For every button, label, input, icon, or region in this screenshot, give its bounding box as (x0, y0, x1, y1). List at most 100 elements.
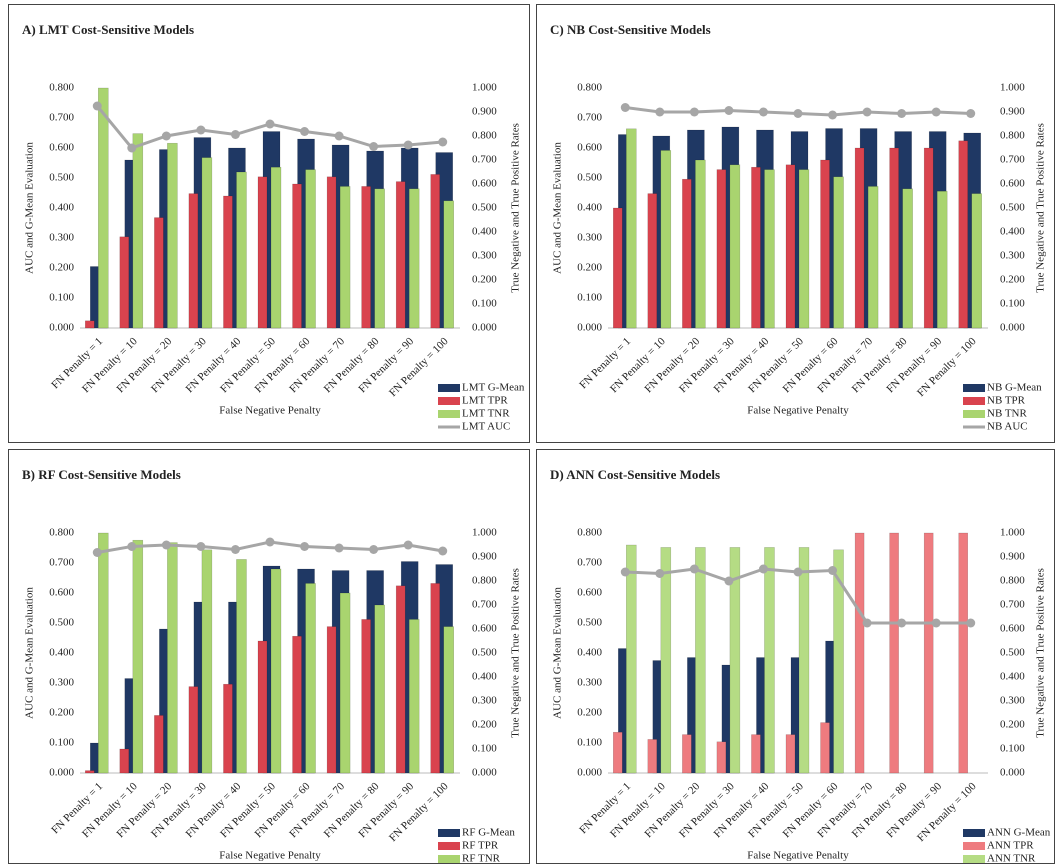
bar (729, 164, 741, 329)
bar (188, 193, 199, 329)
bar (820, 722, 830, 774)
line-marker (161, 131, 171, 141)
legend-label: LMT TNR (462, 408, 510, 420)
line-marker (438, 137, 448, 147)
bar (430, 174, 440, 329)
bar (305, 583, 316, 774)
bar (729, 547, 741, 774)
bar (167, 542, 178, 774)
legend-swatch (438, 829, 460, 837)
y-tick-label: 0.500 (577, 617, 602, 629)
line-marker (724, 576, 734, 586)
bar (660, 547, 672, 774)
line-marker (230, 545, 240, 554)
legend-swatch (438, 410, 460, 418)
chart-panel: B) RF Cost-Sensitive Models 0.000 0.100 0.2… (8, 449, 530, 864)
legend-label: ANN TNR (987, 853, 1036, 864)
y2-tick-label: 0.800 (1000, 130, 1025, 142)
y2-tick-label: 0.800 (1000, 575, 1025, 587)
bar (716, 169, 727, 329)
y-tick-label: 0.300 (49, 677, 74, 689)
y2-axis-label: True Negative and True Positive Rates (1035, 568, 1047, 738)
x-axis-label: False Negative Penalty (747, 850, 849, 862)
bar (326, 176, 337, 329)
y-tick-label: 0.400 (49, 647, 74, 659)
y2-axis-label: True Negative and True Positive Rates (1035, 123, 1047, 293)
bar (923, 532, 934, 774)
bar (889, 532, 899, 774)
x-axis-label: False Negative Penalty (219, 405, 321, 417)
line-marker (300, 127, 310, 136)
legend-swatch (438, 384, 460, 392)
bar (223, 683, 233, 774)
bar (374, 604, 385, 774)
y-tick-label: 0.800 (49, 82, 74, 94)
bar (395, 585, 406, 774)
bar (764, 547, 775, 774)
y2-tick-label: 0.800 (472, 575, 497, 587)
bar (647, 193, 658, 329)
y-tick-label: 0.800 (577, 82, 602, 94)
x-axis-label: False Negative Penalty (747, 405, 849, 417)
y2-tick-label: 0.300 (1000, 695, 1025, 707)
bar (626, 544, 637, 774)
chart-panel: C) NB Cost-Sensitive Models 0.000 0.100 0.2… (536, 4, 1055, 443)
line-marker (931, 107, 941, 117)
y2-tick-label: 0.000 (1000, 322, 1025, 334)
line-marker (265, 119, 275, 129)
y2-tick-label: 0.200 (472, 274, 497, 286)
y2-tick-label: 0.500 (1000, 202, 1025, 214)
y2-tick-label: 0.600 (1000, 623, 1025, 635)
line-marker (655, 107, 665, 117)
bar (854, 147, 865, 329)
y2-tick-label: 0.900 (1000, 551, 1025, 563)
legend-swatch (438, 855, 460, 863)
legend-swatch (963, 829, 985, 837)
line-marker (862, 618, 872, 628)
y-tick-label: 0.500 (49, 617, 74, 629)
bar (408, 619, 420, 774)
y2-tick-label: 0.400 (1000, 226, 1025, 238)
y-tick-label: 0.300 (49, 232, 74, 244)
bar (923, 147, 934, 329)
bar (339, 186, 351, 329)
y-tick-label: 0.100 (577, 292, 602, 304)
bar (833, 549, 844, 774)
y2-tick-label: 0.700 (472, 599, 497, 611)
bar (201, 157, 213, 329)
chart-panel: D) ANN Cost-Sensitive Models 0.000 0.100 0.… (536, 449, 1055, 864)
y-tick-label: 0.500 (577, 172, 602, 184)
line-marker (334, 131, 344, 141)
y2-tick-label: 0.400 (472, 671, 497, 683)
y-tick-label: 0.600 (49, 587, 74, 599)
y-tick-label: 0.700 (577, 557, 602, 569)
bar (236, 171, 247, 329)
bar (361, 619, 371, 774)
y-tick-label: 0.400 (49, 202, 74, 214)
y2-tick-label: 0.800 (472, 130, 497, 142)
bar (764, 169, 775, 329)
y2-tick-label: 1.000 (1000, 527, 1025, 539)
legend-label: NB AUC (987, 421, 1028, 433)
line-marker (689, 107, 699, 117)
line-marker (369, 142, 379, 151)
y-axis-label: AUC and G-Mean Evaluation (24, 142, 36, 274)
legend-label: NB TNR (987, 408, 1027, 420)
legend-label: NB TPR (987, 395, 1026, 407)
y2-tick-label: 0.900 (472, 106, 497, 118)
y2-tick-label: 0.000 (472, 322, 497, 334)
legend-label: LMT G-Mean (462, 382, 525, 394)
y2-tick-label: 1.000 (472, 82, 497, 94)
bar (98, 532, 109, 774)
y2-axis-label: True Negative and True Positive Rates (510, 123, 522, 293)
bar (154, 715, 164, 774)
y2-tick-label: 0.700 (1000, 154, 1025, 166)
chart-title: D) ANN Cost-Sensitive Models (550, 467, 720, 482)
y2-tick-label: 0.500 (472, 647, 497, 659)
y2-tick-label: 0.500 (1000, 647, 1025, 659)
legend-swatch (438, 842, 460, 850)
legend-swatch (963, 855, 985, 863)
y-tick-label: 0.300 (577, 677, 602, 689)
bar (798, 169, 810, 329)
